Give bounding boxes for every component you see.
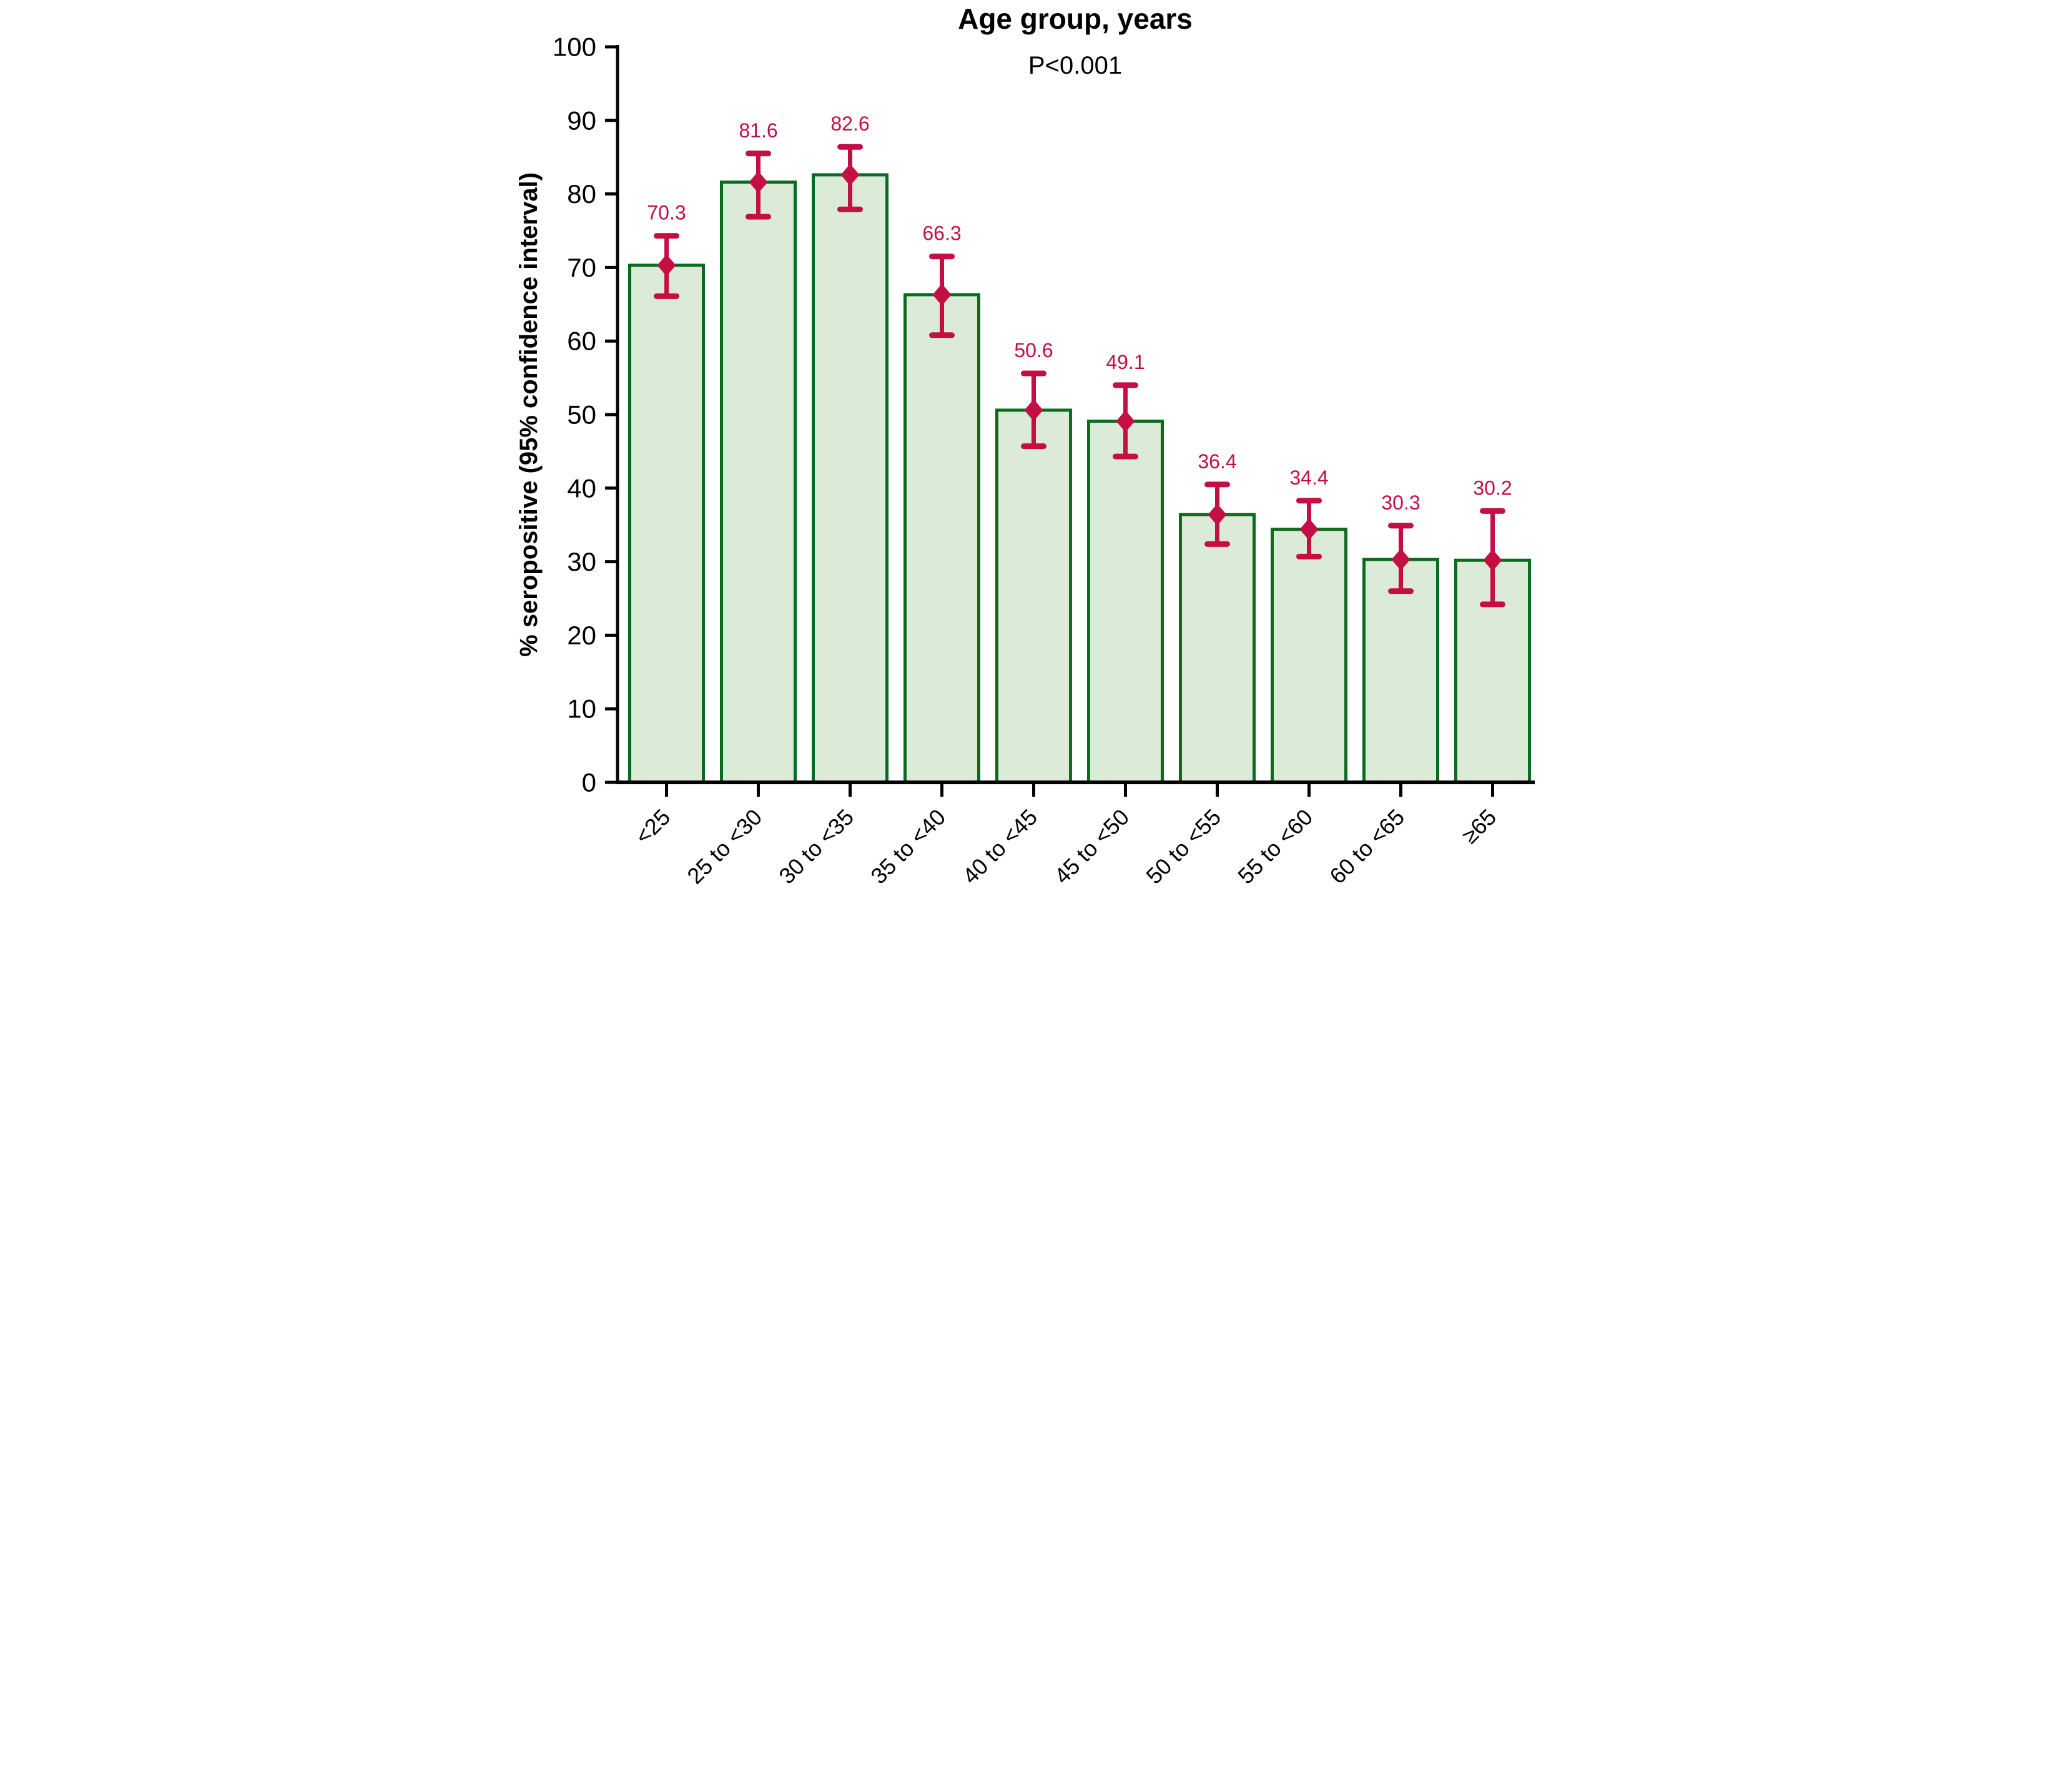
ci-diamond-marker	[657, 254, 676, 277]
ci-diamond-marker	[1299, 518, 1319, 541]
chart-svg: Age group, years P<0.001 % seropositive …	[515, 2, 1535, 889]
bar	[1271, 528, 1347, 784]
plot-area: 0 10 20 30 40 50 60 70 80 90 100 <25 25 to <30 30 to …	[553, 32, 1535, 889]
x-tick-label: <25	[630, 804, 675, 849]
bar-value-label: 34.4	[1289, 466, 1328, 489]
bar-value-label: 81.6	[739, 119, 777, 142]
ci-diamond-marker	[840, 164, 860, 186]
bar-value-label: 50.6	[1014, 339, 1053, 362]
bar-value-label: 66.3	[922, 222, 961, 245]
bar	[720, 180, 797, 784]
y-tick-label: 0	[582, 768, 596, 797]
x-tick-label: 60 to <65	[1324, 804, 1409, 889]
bar	[995, 408, 1072, 784]
x-tick-label: ≥65	[1457, 804, 1501, 849]
ci-diamond-marker	[1483, 549, 1502, 571]
x-tick-label: 55 to <60	[1233, 804, 1317, 889]
bar	[903, 293, 980, 784]
x-tick-label: 50 to <55	[1141, 804, 1226, 889]
ci-diamond-marker	[932, 283, 952, 306]
y-tick-label: 60	[567, 327, 596, 356]
bar	[1087, 420, 1164, 784]
bar-value-label: 36.4	[1198, 450, 1236, 473]
x-tick-label: 35 to <40	[865, 804, 950, 889]
y-tick-label: 90	[567, 106, 596, 135]
x-tick-label: 30 to <35	[774, 804, 859, 889]
y-tick-label: 20	[567, 621, 596, 650]
bar-value-label: 30.2	[1473, 476, 1512, 499]
y-tick-label: 70	[567, 253, 596, 282]
ci-diamond-marker	[1024, 399, 1043, 421]
y-tick-label: 30	[567, 547, 596, 576]
x-tick-label: 40 to <45	[957, 804, 1042, 889]
y-tick-label: 100	[553, 32, 596, 62]
y-tick-label: 10	[567, 694, 596, 724]
ci-diamond-marker	[1116, 410, 1135, 433]
p-value-subtitle: P<0.001	[1028, 52, 1122, 79]
y-tick-label: 50	[567, 400, 596, 430]
ci-diamond-marker	[1391, 548, 1411, 571]
y-tick-label: 40	[567, 473, 596, 503]
chart-title: Age group, years	[958, 2, 1193, 35]
ci-diamond-marker	[1208, 503, 1227, 526]
x-tick-label: 25 to <30	[682, 804, 767, 889]
x-tick-label: 45 to <50	[1049, 804, 1134, 889]
y-axis-title: % seropositive (95% confidence interval)	[515, 172, 543, 657]
bar	[628, 263, 705, 784]
bar-value-label: 30.3	[1381, 491, 1420, 514]
y-tick-label: 80	[567, 179, 596, 209]
bar	[1179, 513, 1256, 784]
seroprevalence-bar-chart-figure: Age group, years P<0.001 % seropositive …	[513, 0, 1540, 896]
bar-value-label: 82.6	[830, 112, 869, 135]
bar	[1362, 558, 1439, 784]
bar-value-label: 49.1	[1106, 351, 1145, 373]
bar-value-label: 70.3	[647, 202, 686, 224]
bar	[812, 173, 889, 784]
ci-diamond-marker	[749, 171, 768, 194]
